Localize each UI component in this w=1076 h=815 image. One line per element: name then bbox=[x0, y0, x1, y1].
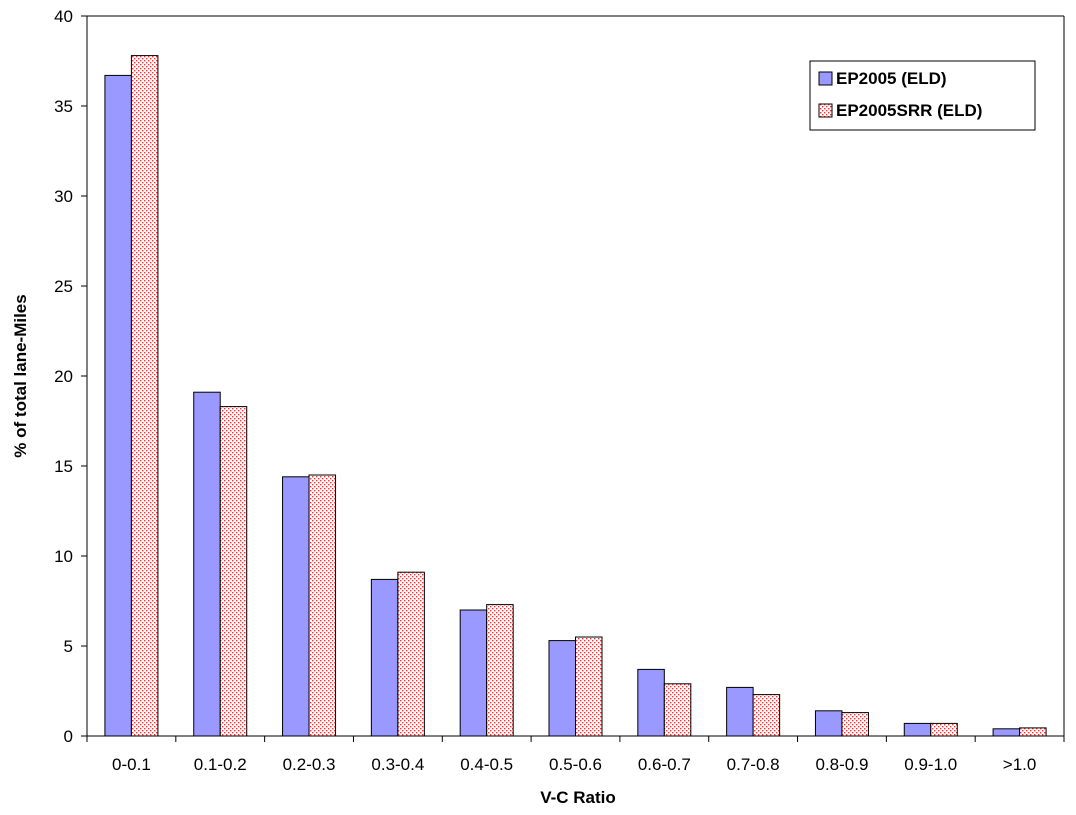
bar-ep2005srr-0 bbox=[130, 55, 159, 737]
legend-swatch-ep2005 bbox=[818, 71, 833, 86]
legend-label-ep2005: EP2005 (ELD) bbox=[836, 69, 947, 88]
bar-ep2005srr-9 bbox=[930, 722, 958, 737]
y-tick-label: 30 bbox=[54, 187, 73, 206]
bar-ep2005-8 bbox=[814, 710, 843, 737]
x-tick-label: 0.8-0.9 bbox=[815, 755, 868, 774]
bar-ep2005-4 bbox=[459, 609, 488, 737]
bar-ep2005-2 bbox=[282, 476, 310, 737]
y-tick-label: 0 bbox=[64, 727, 73, 746]
bar-ep2005srr-5 bbox=[575, 636, 603, 737]
bar-ep2005srr-4 bbox=[486, 604, 514, 737]
y-tick-label: 15 bbox=[54, 457, 73, 476]
x-tick-label: 0.9-1.0 bbox=[904, 755, 957, 774]
x-tick-label: 0.3-0.4 bbox=[371, 755, 424, 774]
x-axis: 0-0.1 0.1-0.2 0.2-0.3 0.3-0.4 0.4-0.5 0.5-0.6… bbox=[86, 735, 1065, 774]
bar-ep2005srr-10 bbox=[1019, 727, 1047, 737]
y-tick-label: 5 bbox=[64, 637, 73, 656]
legend-swatch-ep2005srr bbox=[818, 103, 833, 118]
legend: EP2005 (ELD) EP2005SRR (ELD) bbox=[809, 60, 1036, 131]
x-tick-label: 0.2-0.3 bbox=[283, 755, 336, 774]
x-tick-label: 0.5-0.6 bbox=[549, 755, 602, 774]
y-tick-label: 35 bbox=[54, 97, 73, 116]
x-tick-label: 0.4-0.5 bbox=[460, 755, 513, 774]
y-axis-title: % of total lane-Miles bbox=[11, 294, 30, 457]
bar-ep2005-9 bbox=[903, 722, 932, 737]
bar-ep2005srr-3 bbox=[397, 571, 425, 737]
x-axis-title: V-C Ratio bbox=[540, 788, 616, 807]
bar-ep2005srr-7 bbox=[752, 694, 781, 737]
y-tick-label: 25 bbox=[54, 277, 73, 296]
bar-ep2005-3 bbox=[370, 578, 399, 737]
legend-label-ep2005srr: EP2005SRR (ELD) bbox=[836, 101, 982, 120]
y-tick-label: 20 bbox=[54, 367, 73, 386]
bar-ep2005srr-8 bbox=[841, 712, 869, 737]
plot-area bbox=[87, 15, 1065, 737]
y-axis: 0 5 10 15 20 25 30 35 40 bbox=[54, 7, 88, 746]
bar-ep2005-10 bbox=[992, 728, 1021, 737]
x-tick-label: 0.6-0.7 bbox=[638, 755, 691, 774]
x-tick-label: >1.0 bbox=[1003, 755, 1037, 774]
bar-ep2005-6 bbox=[637, 668, 665, 737]
legend-box bbox=[809, 60, 1036, 131]
bar-ep2005srr-6 bbox=[663, 683, 692, 737]
x-tick-label: 0.7-0.8 bbox=[727, 755, 780, 774]
x-tick-label: 0.1-0.2 bbox=[194, 755, 247, 774]
bar-ep2005-0 bbox=[104, 74, 132, 737]
bar-ep2005-1 bbox=[193, 391, 221, 737]
x-tick-label: 0-0.1 bbox=[112, 755, 151, 774]
bar-ep2005srr-2 bbox=[308, 474, 337, 737]
y-tick-label: 10 bbox=[54, 547, 73, 566]
y-tick-label: 40 bbox=[54, 7, 73, 26]
bar-ep2005srr-1 bbox=[219, 406, 248, 737]
bar-ep2005-7 bbox=[726, 686, 754, 737]
bar-ep2005-5 bbox=[548, 640, 576, 737]
